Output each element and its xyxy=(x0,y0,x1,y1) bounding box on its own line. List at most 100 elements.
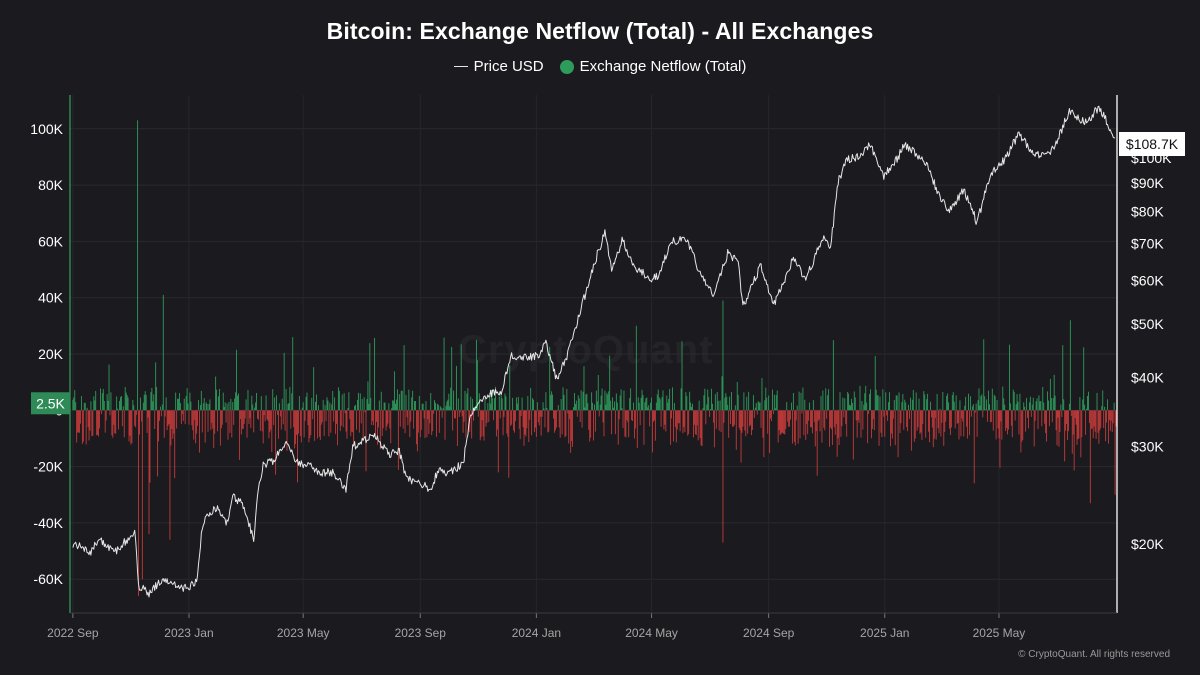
netflow-bar xyxy=(510,410,512,426)
netflow-bar xyxy=(974,410,976,413)
netflow-bar xyxy=(622,410,624,429)
netflow-bar xyxy=(253,410,255,433)
netflow-bar xyxy=(583,366,585,411)
netflow-bar xyxy=(1008,344,1010,411)
netflow-bar xyxy=(690,402,692,411)
netflow-bar xyxy=(885,392,887,411)
netflow-bar xyxy=(906,410,908,428)
netflow-bar xyxy=(343,393,345,411)
netflow-bar xyxy=(159,406,161,411)
netflow-bar xyxy=(242,410,244,429)
netflow-bar xyxy=(406,410,408,418)
netflow-bar xyxy=(129,410,131,436)
netflow-bar xyxy=(110,392,112,411)
netflow-bar xyxy=(495,410,497,437)
legend-item-netflow[interactable]: Exchange Netflow (Total) xyxy=(559,58,746,75)
netflow-bar xyxy=(656,394,658,411)
netflow-bar xyxy=(99,410,100,429)
netflow-bar xyxy=(1099,410,1101,431)
netflow-bar xyxy=(761,378,763,411)
netflow-bar xyxy=(696,410,698,426)
netflow-bar xyxy=(816,410,818,476)
netflow-bar xyxy=(898,392,900,411)
netflow-bar xyxy=(298,396,300,411)
netflow-bar xyxy=(831,410,832,430)
netflow-bar xyxy=(473,410,475,421)
netflow-bar xyxy=(361,399,363,411)
netflow-bar xyxy=(515,397,517,411)
netflow-bar xyxy=(667,402,669,411)
netflow-bar xyxy=(855,410,857,421)
netflow-bar xyxy=(322,399,324,411)
netflow-bar xyxy=(537,410,539,423)
netflow-bar xyxy=(80,410,81,424)
netflow-bar xyxy=(1108,410,1110,421)
netflow-bar xyxy=(463,410,465,422)
netflow-bar xyxy=(481,410,483,421)
netflow-bar xyxy=(297,410,298,483)
netflow-bar xyxy=(271,410,273,453)
netflow-bar xyxy=(1101,406,1103,411)
netflow-bar xyxy=(865,385,867,411)
netflow-bar xyxy=(217,410,218,432)
netflow-bar xyxy=(794,410,796,446)
netflow-bar xyxy=(252,404,254,411)
netflow-bar xyxy=(527,396,529,411)
netflow-bar xyxy=(107,400,109,411)
netflow-bar xyxy=(335,410,337,434)
netflow-bar xyxy=(1029,396,1031,411)
netflow-bar xyxy=(459,410,461,413)
netflow-bar xyxy=(326,397,328,411)
netflow-bar xyxy=(314,410,316,441)
netflow-bar xyxy=(704,388,706,411)
netflow-bar xyxy=(123,410,125,438)
netflow-bar xyxy=(1034,410,1036,421)
netflow-bar xyxy=(1018,410,1020,435)
netflow-bar xyxy=(1017,401,1019,411)
netflow-bar xyxy=(628,410,630,438)
netflow-bar xyxy=(955,395,957,411)
netflow-bar xyxy=(84,402,86,411)
netflow-bar xyxy=(545,392,547,411)
netflow-bar xyxy=(185,396,187,411)
netflow-bar xyxy=(750,410,751,426)
netflow-bar xyxy=(576,410,578,417)
netflow-bar xyxy=(590,410,592,438)
netflow-bar xyxy=(883,410,885,417)
netflow-bar xyxy=(219,410,221,446)
netflow-bar xyxy=(670,410,672,445)
netflow-bar xyxy=(275,410,277,475)
netflow-bar xyxy=(383,402,385,411)
netflow-bar xyxy=(860,410,862,438)
legend-item-price[interactable]: Price USD xyxy=(453,58,544,75)
netflow-bar xyxy=(391,408,393,411)
netflow-bar xyxy=(543,408,545,411)
netflow-bar xyxy=(615,393,617,411)
netflow-bar xyxy=(1113,402,1115,411)
netflow-bar xyxy=(172,410,174,439)
netflow-bar xyxy=(648,405,650,411)
netflow-bar xyxy=(546,407,548,411)
netflow-bar xyxy=(650,402,652,411)
netflow-bar xyxy=(368,403,370,411)
netflow-bar xyxy=(292,337,294,411)
netflow-bar xyxy=(881,410,883,438)
netflow-bar xyxy=(913,410,915,442)
netflow-bar xyxy=(233,410,235,425)
netflow-bar xyxy=(116,396,118,411)
netflow-bar xyxy=(1105,410,1107,442)
netflow-bar xyxy=(349,410,351,420)
y-left-tick-label: 40K xyxy=(38,290,64,306)
netflow-bar xyxy=(231,410,233,438)
netflow-bar xyxy=(313,367,315,411)
netflow-bar xyxy=(681,341,683,411)
netflow-bar xyxy=(1068,410,1069,432)
netflow-bar xyxy=(875,389,877,411)
netflow-bar xyxy=(1007,410,1008,435)
netflow-bar xyxy=(868,410,870,414)
netflow-bar xyxy=(577,395,579,411)
netflow-bar xyxy=(395,403,396,411)
netflow-bar xyxy=(198,410,200,453)
netflow-bar xyxy=(714,394,716,411)
netflow-bar xyxy=(454,410,455,419)
